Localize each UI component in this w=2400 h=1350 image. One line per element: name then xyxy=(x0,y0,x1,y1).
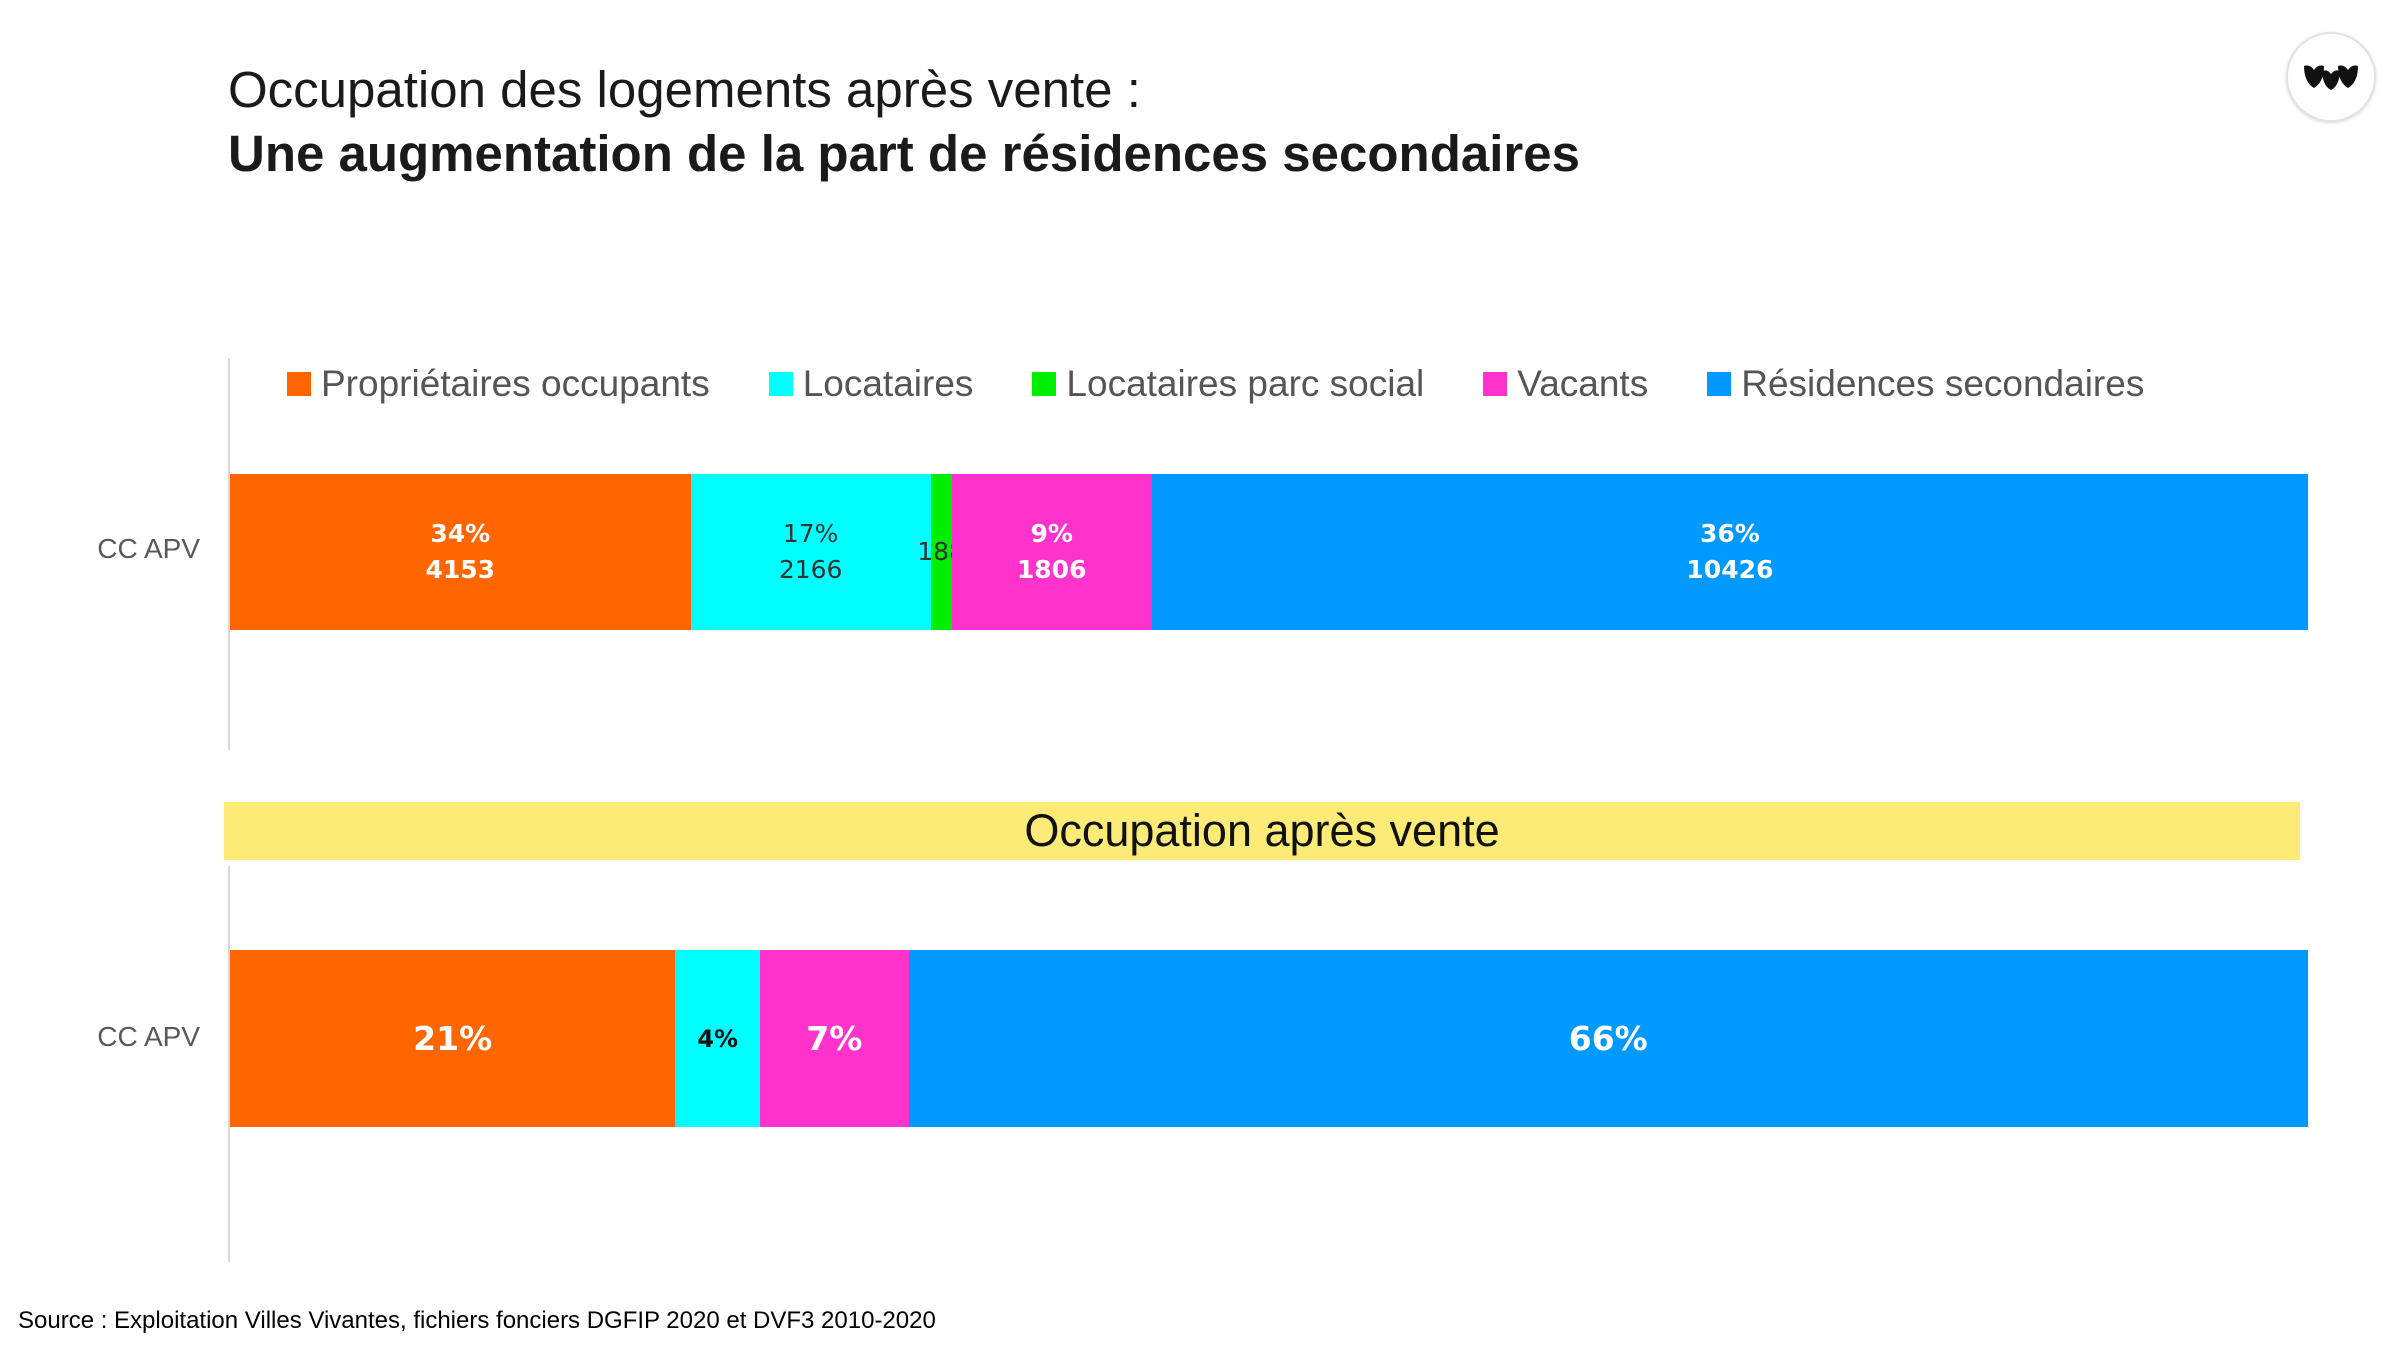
category-label: CC APV xyxy=(97,533,200,564)
legend-swatch xyxy=(768,372,793,396)
legend-swatch xyxy=(1707,372,1732,396)
legend: Propriétaires occupants Locataires Locat… xyxy=(287,360,2144,408)
data-label: 34% 4153 xyxy=(425,519,496,584)
page-subtitle: Une augmentation de la part de résidence… xyxy=(228,125,1580,182)
stacked-bar-after: 21% 4% 7% 66% xyxy=(230,950,2308,1127)
bar-segment: 4% xyxy=(675,950,761,1127)
category-label: CC APV xyxy=(97,1021,200,1052)
data-label: 9% 1806 xyxy=(1016,519,1087,584)
data-label: 21% xyxy=(413,1018,493,1058)
bar-segment: 66% xyxy=(908,950,2308,1127)
bar-segment: 34% 4153 xyxy=(230,474,691,630)
brand-logo xyxy=(2286,32,2376,122)
bar-segment: 7% xyxy=(760,950,909,1127)
data-label: 17% 2166 xyxy=(778,519,843,584)
chart2-axis xyxy=(228,866,230,1262)
data-label: 4% xyxy=(697,1024,739,1053)
page-title: Occupation des logements après vente : xyxy=(228,61,1141,118)
data-label: 66% xyxy=(1568,1018,1648,1058)
legend-item: Propriétaires occupants xyxy=(287,363,710,405)
legend-label: Locataires xyxy=(802,363,974,404)
bar-segment: 17% 2166 xyxy=(690,474,931,630)
bar-segment: 21% xyxy=(230,950,676,1127)
section-banner: Occupation après vente xyxy=(224,802,2300,860)
stacked-bar-before: 34% 4153 17% 2166 188 9% 1806 36% 10426 xyxy=(230,474,2308,630)
legend-item: Vacants xyxy=(1483,363,1648,405)
legend-label: Locataires parc social xyxy=(1066,363,1425,404)
leaf-logo-icon xyxy=(2304,65,2358,90)
bar-segment: 9% 1806 xyxy=(951,474,1152,630)
bar-segment: 36% 10426 xyxy=(1151,474,2308,630)
legend-item: Locataires xyxy=(768,363,974,405)
legend-swatch xyxy=(287,372,311,396)
legend-label: Résidences secondaires xyxy=(1741,363,2145,404)
legend-label: Propriétaires occupants xyxy=(321,363,710,404)
legend-item: Locataires parc social xyxy=(1032,363,1424,405)
title-block: Occupation des logements après vente : U… xyxy=(228,58,1580,186)
legend-item: Résidences secondaires xyxy=(1707,363,2144,405)
data-label: 36% 10426 xyxy=(1686,519,1774,584)
legend-swatch xyxy=(1032,372,1057,396)
data-label: 7% xyxy=(806,1018,863,1058)
chart1-axis xyxy=(228,358,230,750)
bar-segment: 188 xyxy=(917,474,965,630)
source-note: Source : Exploitation Villes Vivantes, f… xyxy=(18,1307,936,1334)
legend-swatch xyxy=(1483,372,1508,396)
legend-label: Vacants xyxy=(1517,363,1649,404)
